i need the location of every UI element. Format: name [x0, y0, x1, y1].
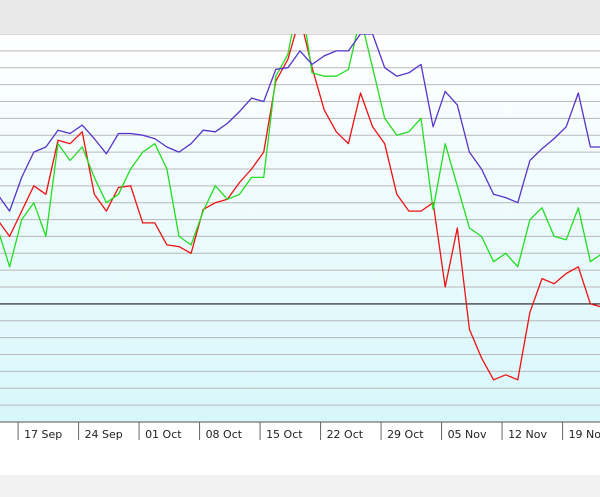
series-line-2	[0, 34, 600, 268]
x-tick-label: 29 Oct	[387, 428, 424, 441]
plot-background	[0, 34, 600, 422]
x-tick-label: 15 Oct	[266, 428, 303, 441]
bottom-strip	[0, 475, 600, 497]
x-tick-label: 08 Oct	[206, 428, 243, 441]
series-group	[0, 34, 600, 381]
x-tick-label: 24 Sep	[85, 428, 123, 441]
x-tick-label: 12 Nov	[508, 428, 547, 441]
series-line-1	[0, 34, 600, 381]
x-tick-label: 05 Nov	[448, 428, 487, 441]
x-tick-label: 22 Oct	[327, 428, 364, 441]
x-axis-tick-labels: 17 Sep 24 Sep 01 Oct 08 Oct 15 Oct 22 Oct 29 O…	[24, 428, 600, 441]
x-tick-label: 17 Sep	[24, 428, 62, 441]
x-tick-label: 01 Oct	[145, 428, 182, 441]
gridlines	[0, 34, 600, 406]
x-axis-ticks	[17, 422, 564, 440]
x-tick-label: 19 Nov	[569, 428, 600, 441]
series-line-3	[0, 34, 600, 212]
line-chart: 17 Sep 24 Sep 01 Oct 08 Oct 15 Oct 22 Oct 29 O…	[0, 34, 600, 441]
chart-card: 17 Sep 24 Sep 01 Oct 08 Oct 15 Oct 22 Oct 29 O…	[0, 34, 600, 475]
